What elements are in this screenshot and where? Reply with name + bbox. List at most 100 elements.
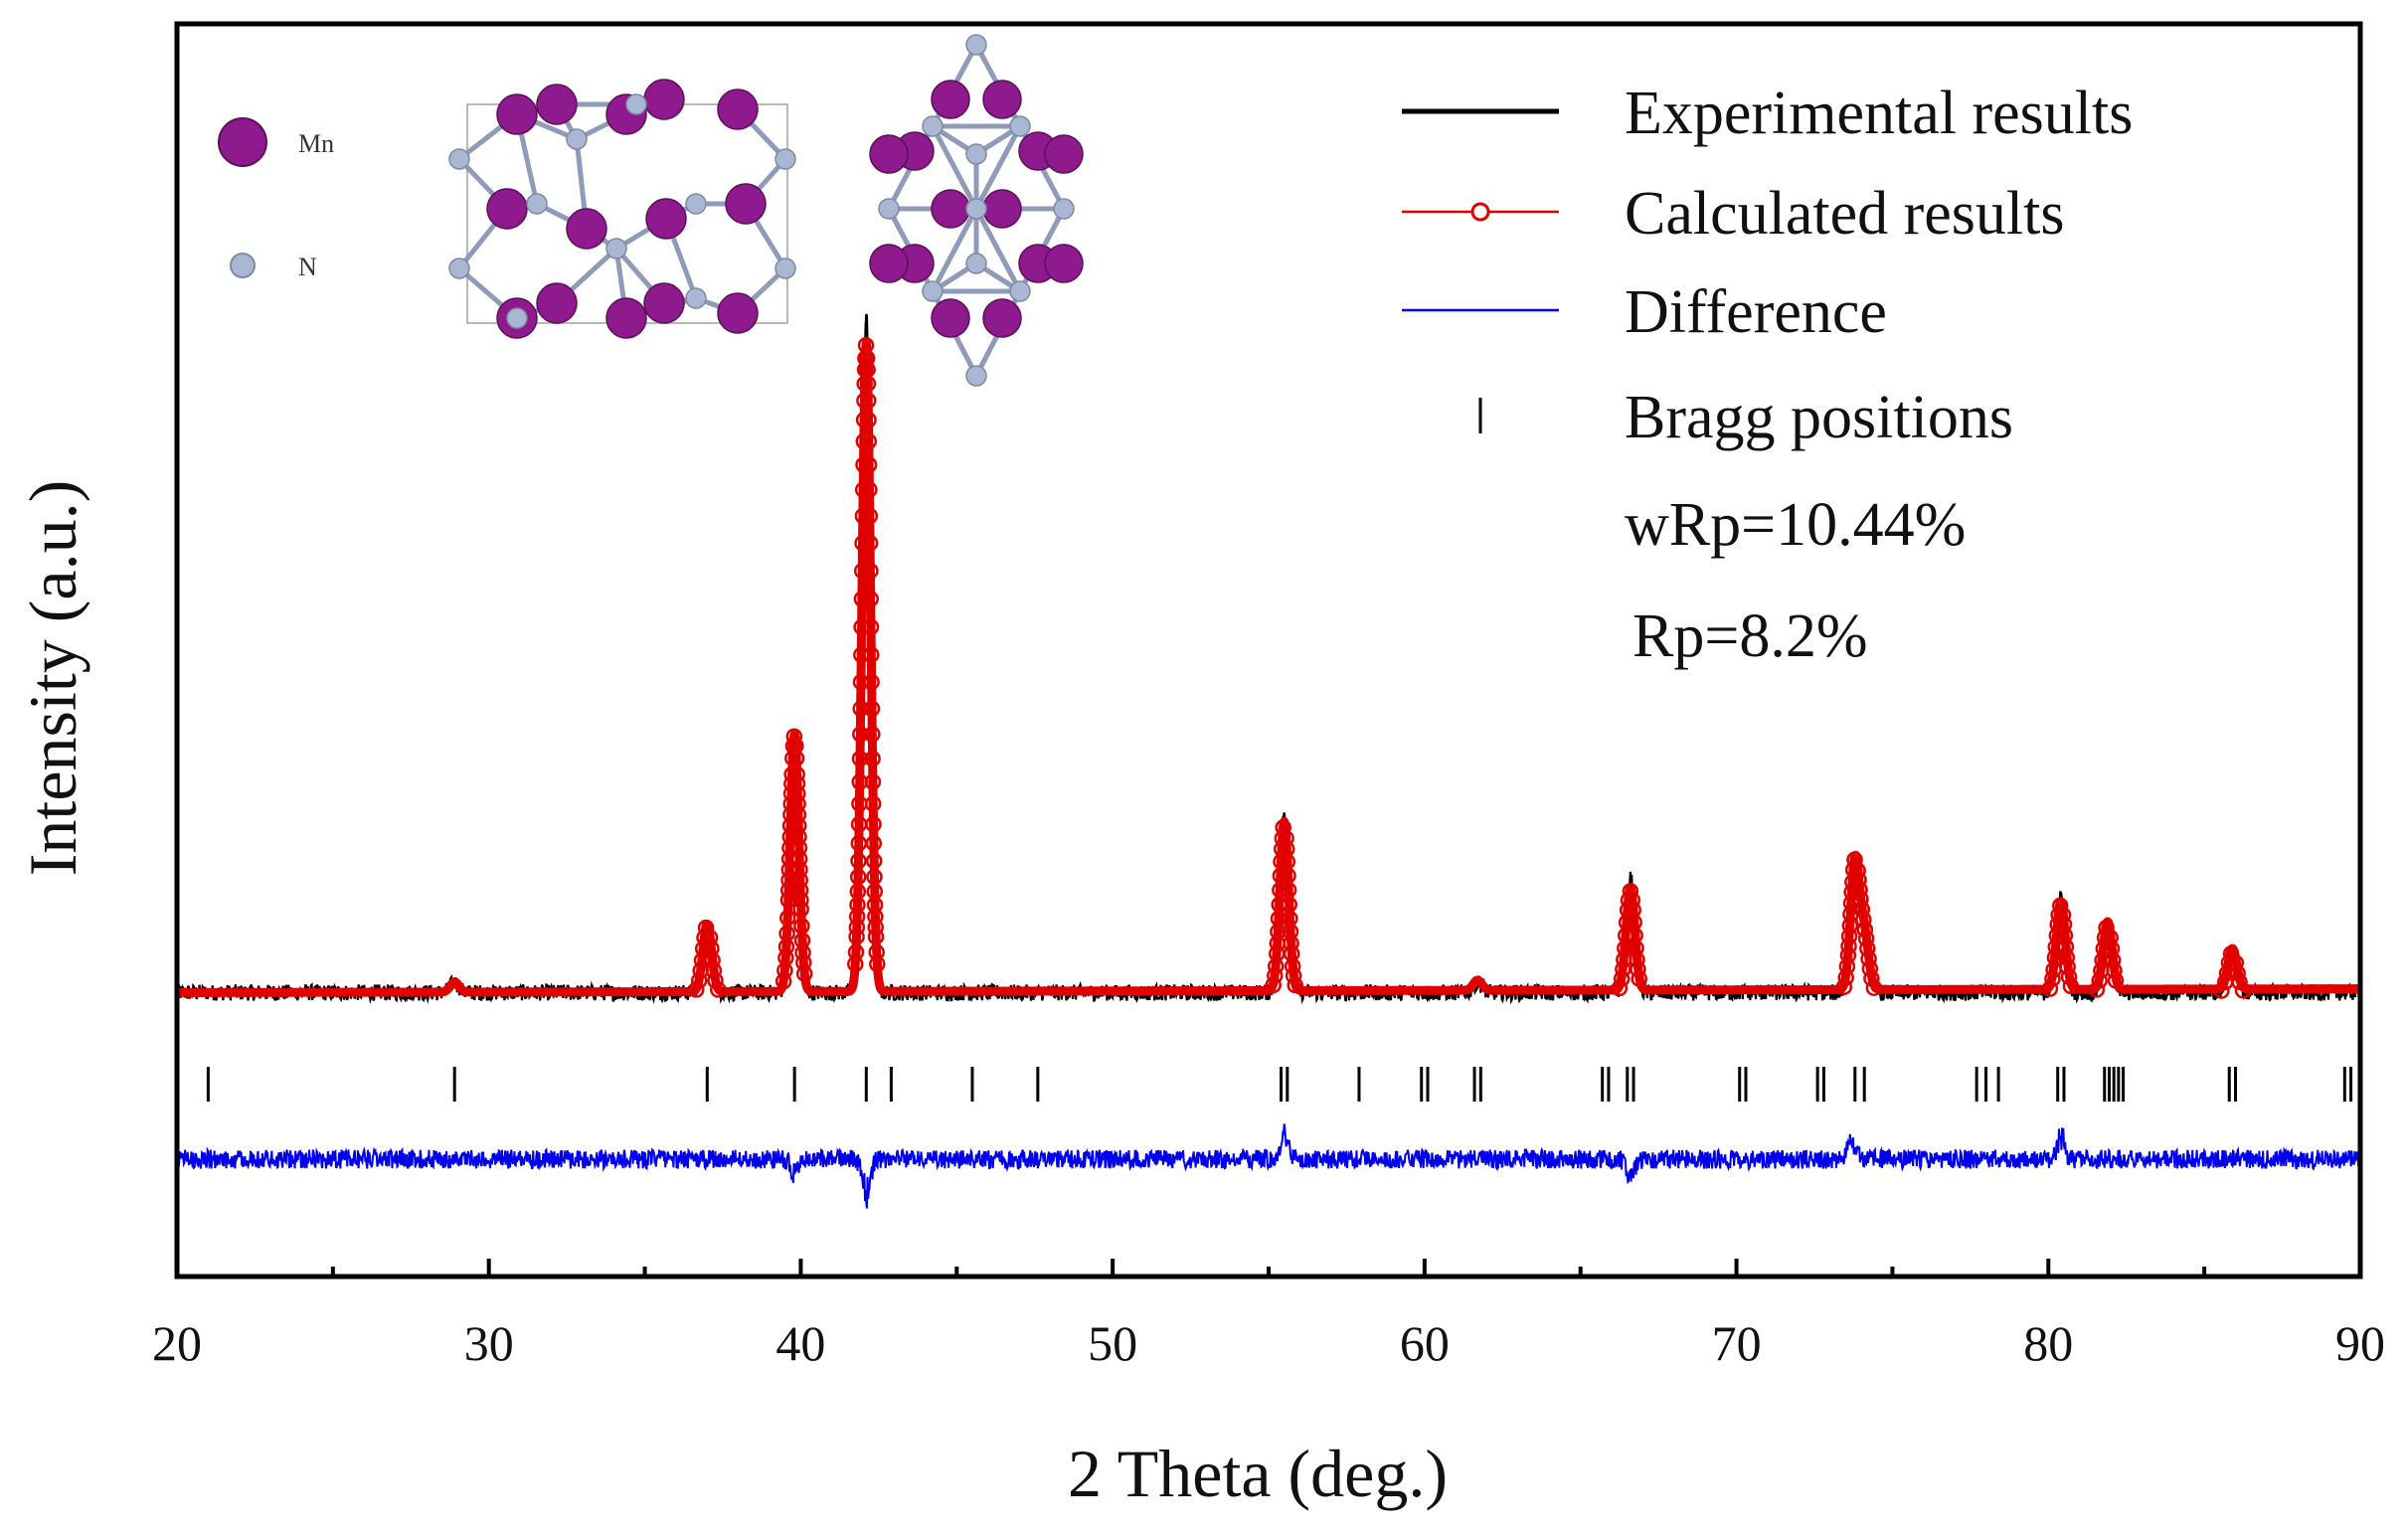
difference-line <box>176 1123 2361 1209</box>
calculated-marker <box>790 850 808 868</box>
mn-atom <box>486 188 528 230</box>
calculated-marker <box>1850 871 1867 889</box>
calculated-marker <box>864 726 881 743</box>
calculated-marker <box>793 932 811 949</box>
calculated-marker <box>1859 940 1876 957</box>
calculated-marker <box>2227 954 2245 971</box>
calculated-marker <box>2047 939 2065 955</box>
calculated-marker <box>865 852 883 870</box>
calculated-marker <box>2046 948 2064 966</box>
n-atom <box>1053 198 1075 220</box>
calculated-marker <box>855 412 873 428</box>
calculated-marker <box>867 919 884 936</box>
calculated-marker <box>848 908 866 926</box>
mn-atom <box>982 189 1022 229</box>
calculated-marker <box>1853 901 1870 918</box>
calculated-marker <box>855 432 873 450</box>
calculated-marker <box>859 392 877 410</box>
calculated-marker <box>790 839 808 857</box>
mn-atom <box>725 183 767 225</box>
calculated-marker <box>847 955 864 972</box>
calculated-marker <box>868 943 885 961</box>
calculated-marker <box>792 901 809 918</box>
calculated-marker <box>2222 944 2240 962</box>
calculated-marker <box>791 882 809 899</box>
calculated-marker <box>1278 830 1294 847</box>
calculated-marker <box>1284 957 1301 975</box>
x-tick-label: 80 <box>2023 1315 2073 1371</box>
mn-atom <box>982 80 1022 119</box>
experimental-line <box>175 313 2362 1005</box>
calculated-marker <box>795 965 813 982</box>
calculated-marker <box>704 951 721 969</box>
calculated-marker <box>1863 969 1880 987</box>
calculated-marker <box>705 962 723 979</box>
n-atom <box>1009 280 1031 302</box>
calculated-marker <box>1855 911 1872 929</box>
calculated-marker <box>792 892 809 909</box>
calculated-marker <box>862 618 880 635</box>
y-axis-title: Intensity (a.u.) <box>15 480 90 876</box>
calculated-marker <box>688 981 705 998</box>
calculated-marker <box>795 953 812 971</box>
calculated-marker <box>2041 980 2059 997</box>
calculated-marker <box>1865 979 1883 996</box>
calculated-line <box>173 337 2364 997</box>
calculated-marker <box>1267 957 1285 975</box>
mn-atom <box>1044 244 1084 283</box>
calculated-marker <box>2055 916 2073 934</box>
calculated-marker <box>789 806 807 823</box>
calculated-marker <box>788 774 806 792</box>
calculated-marker <box>1275 819 1291 836</box>
axes: 20 30 40 50 60 70 80 90 <box>152 1259 2385 1371</box>
refinement-statistic: Rp=8.2% <box>1633 602 1867 670</box>
n-atom <box>605 238 627 259</box>
calculated-marker <box>867 928 885 945</box>
calculated-marker <box>853 646 870 663</box>
x-tick-label: 70 <box>1712 1315 1762 1371</box>
calculated-marker <box>852 700 869 718</box>
mn-atom <box>496 93 538 135</box>
calculated-marker <box>1861 959 1879 977</box>
legend-label: Experimental results <box>1625 80 2133 147</box>
calculated-marker <box>707 972 724 989</box>
calculated-marker <box>852 673 870 691</box>
calculated-marker <box>2102 929 2119 946</box>
mn-atom <box>536 282 578 324</box>
calculated-marker <box>1838 957 1856 975</box>
calculated-marker <box>862 591 879 607</box>
calculated-marker <box>2057 939 2075 955</box>
calculated-marker <box>780 850 798 868</box>
calculated-marker <box>863 700 881 718</box>
legend-swatch-marker <box>1470 202 1490 222</box>
calculated-marker <box>1618 914 1635 932</box>
calculated-marker <box>1283 935 1299 952</box>
annotations: wRp=10.44% Rp=8.2% <box>1625 491 1966 670</box>
calculated-marker <box>861 535 879 552</box>
calculated-marker <box>865 834 883 852</box>
calculated-marker <box>2106 962 2123 979</box>
calculated-marker <box>2048 927 2066 944</box>
calculated-marker <box>780 872 797 889</box>
n-atom <box>506 307 528 329</box>
mn-atom <box>869 244 909 283</box>
n-atom <box>965 34 987 56</box>
n-atom <box>685 193 707 215</box>
calculated-marker <box>779 882 797 899</box>
plot-series <box>173 313 2364 1209</box>
n-atom <box>448 257 470 279</box>
calculated-marker <box>778 925 795 942</box>
n-atom <box>878 198 900 220</box>
calculated-marker <box>853 562 871 580</box>
calculated-marker <box>2058 948 2076 966</box>
n-atom <box>965 198 987 220</box>
calculated-marker <box>697 919 715 937</box>
calculated-marker <box>1613 970 1631 987</box>
calculated-marker <box>1278 840 1295 858</box>
mn-atom <box>605 297 647 339</box>
x-tick-label: 50 <box>1088 1315 1137 1371</box>
calculated-marker <box>862 562 879 580</box>
calculated-marker <box>864 795 882 812</box>
calculated-marker <box>860 412 877 428</box>
calculated-marker <box>789 795 806 812</box>
